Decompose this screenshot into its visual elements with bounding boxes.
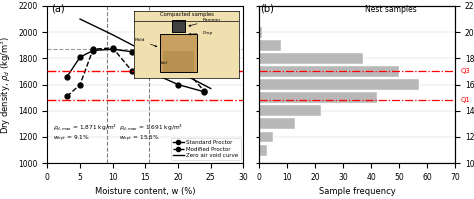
X-axis label: Sample frequency: Sample frequency <box>319 187 395 196</box>
Text: $\rho_{d,max}$ = 1,691 kg/m$^3$
$w_{opt}$ = 15.5%: $\rho_{d,max}$ = 1,691 kg/m$^3$ $w_{opt}… <box>119 123 183 144</box>
Bar <box>259 79 419 90</box>
Text: Nest samples: Nest samples <box>365 5 417 14</box>
Text: (b): (b) <box>260 4 274 14</box>
Text: (a): (a) <box>51 4 65 14</box>
Bar <box>259 27 262 38</box>
Bar <box>259 105 320 116</box>
Bar <box>259 92 377 103</box>
X-axis label: Moisture content, w (%): Moisture content, w (%) <box>95 187 196 196</box>
Bar <box>259 145 267 155</box>
Y-axis label: Dry density, $\rho_d$ (kg/m$^3$): Dry density, $\rho_d$ (kg/m$^3$) <box>0 35 13 134</box>
Text: Q3: Q3 <box>461 68 471 74</box>
Bar <box>259 132 273 142</box>
Bar <box>259 66 399 77</box>
Text: Q1: Q1 <box>461 97 471 103</box>
Legend: Standard Proctor, Modified Proctor, Zero air void curve: Standard Proctor, Modified Proctor, Zero… <box>171 138 241 160</box>
Bar <box>259 118 295 129</box>
Bar <box>259 53 363 64</box>
Bar <box>259 40 282 51</box>
Text: $\rho_{d,max}$ = 1,871 kg/m$^3$
$w_{opt}$ = 9.1%: $\rho_{d,max}$ = 1,871 kg/m$^3$ $w_{opt}… <box>53 123 117 144</box>
